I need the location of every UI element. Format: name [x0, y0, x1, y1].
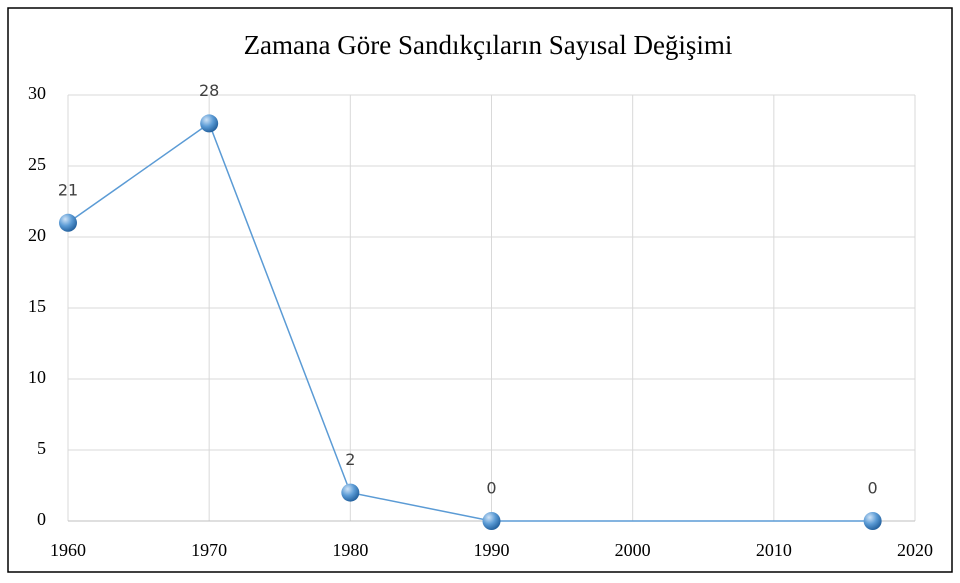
x-tick-label: 1990	[474, 540, 510, 560]
x-tick-label: 2000	[615, 540, 651, 560]
x-tick-label: 2010	[756, 540, 792, 560]
y-tick-label: 0	[37, 509, 46, 529]
data-point	[200, 114, 219, 133]
data-point	[482, 512, 501, 530]
y-tick-label: 5	[37, 438, 46, 458]
x-tick-label: 1980	[332, 540, 368, 560]
y-tick-label: 30	[28, 83, 46, 103]
y-tick-label: 15	[28, 296, 46, 316]
chart-title: Zamana Göre Sandıkçıların Sayısal Değişi…	[244, 30, 733, 60]
data-label: 0	[486, 479, 496, 498]
data-label: 2	[345, 450, 355, 469]
y-tick-label: 20	[28, 225, 46, 245]
data-label: 28	[199, 81, 219, 100]
data-point	[59, 213, 77, 232]
y-tick-label: 10	[28, 367, 46, 387]
data-label: 0	[868, 479, 878, 498]
x-tick-label: 2020	[897, 540, 933, 560]
data-point	[341, 483, 360, 502]
y-tick-label: 25	[28, 154, 46, 174]
data-label: 21	[58, 180, 78, 199]
x-tick-label: 1960	[50, 540, 86, 560]
chart-frame	[7, 7, 953, 573]
data-point	[863, 512, 882, 530]
x-tick-label: 1970	[191, 540, 227, 560]
